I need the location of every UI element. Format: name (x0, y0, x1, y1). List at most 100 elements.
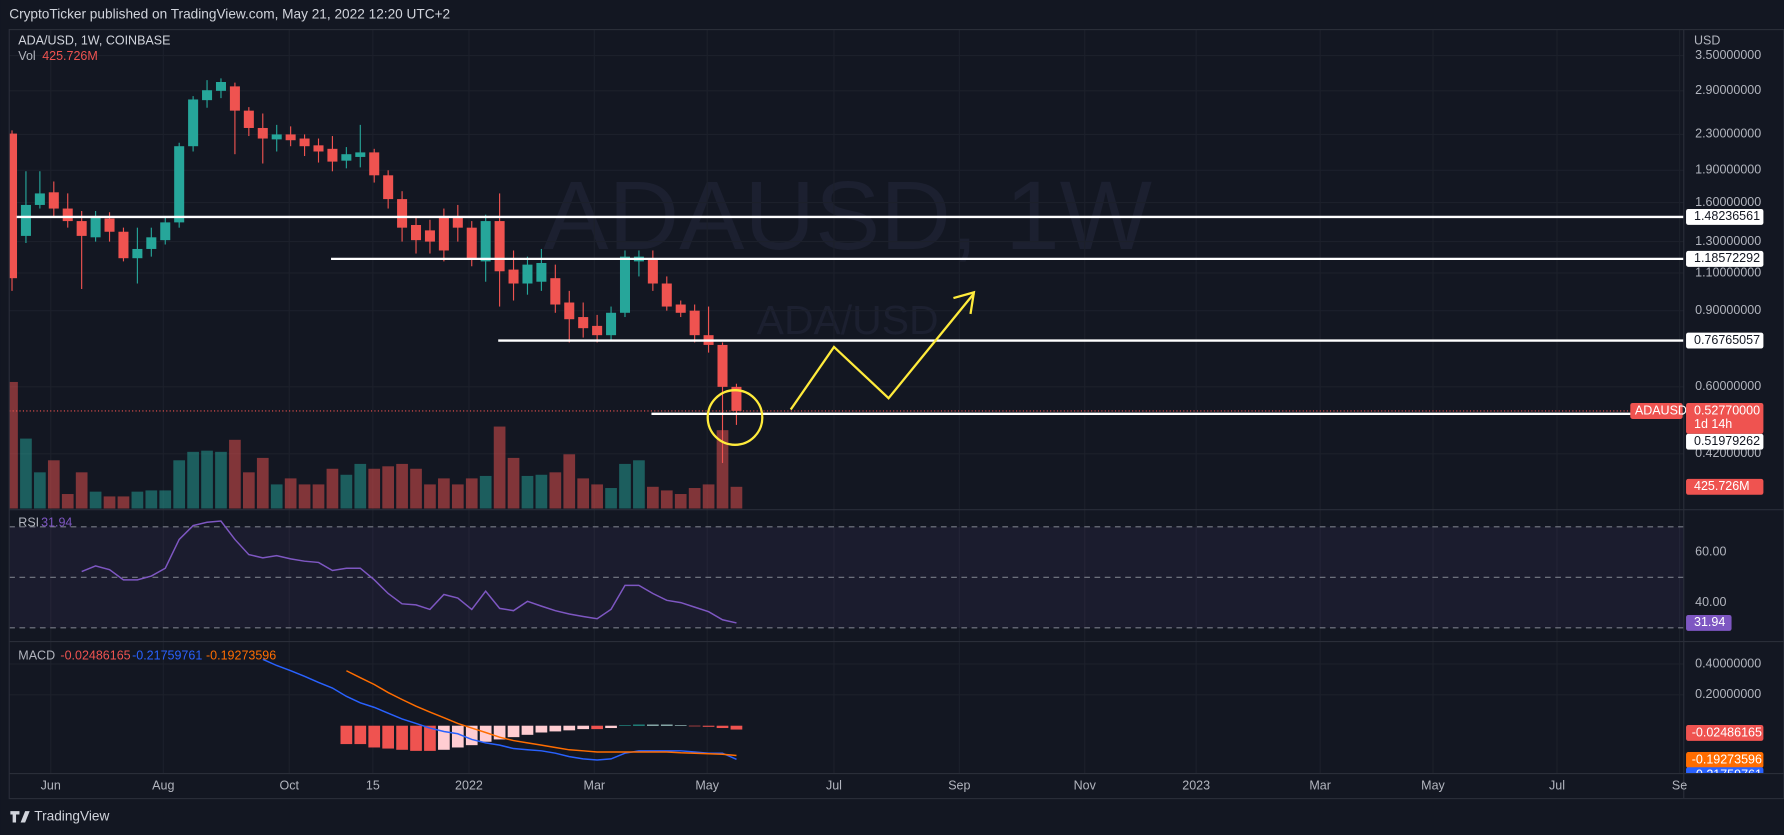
volume-bar (535, 474, 548, 509)
volume-bar (34, 472, 46, 509)
candle-body (243, 110, 254, 128)
candle-body (62, 208, 73, 222)
volume-bar (688, 488, 701, 509)
volume-bar (410, 468, 422, 509)
candle-body (313, 145, 324, 152)
macd-value-label: -0.02486165 (1692, 725, 1762, 739)
candle-body (647, 258, 658, 284)
volume-bar (493, 426, 506, 509)
level-label: 0.51979262 (1694, 434, 1760, 448)
macd-histogram-bar (451, 725, 464, 748)
candle-body (174, 146, 185, 223)
macd-line (262, 658, 737, 761)
x-tick-label: Mar (584, 778, 606, 792)
macd-histogram-bar (507, 725, 520, 738)
macd-histogram-bar (619, 725, 631, 726)
macd-tick-label: 0.40000000 (1695, 656, 1761, 670)
candle-body (160, 222, 171, 241)
price-label: 0.52770000 (1694, 403, 1760, 417)
volume-bar (201, 450, 213, 509)
watermark-sub: ADA/USD (757, 297, 939, 343)
volume-bar (591, 484, 603, 509)
macd-histogram-bar (577, 725, 590, 730)
logo-text: TradingView (34, 808, 109, 823)
candle-body (536, 263, 547, 282)
volume-bar (438, 478, 450, 509)
volume-bar (605, 488, 617, 509)
y-tick-label: 3.50000000 (1695, 48, 1761, 62)
volume-bar (730, 486, 743, 509)
candle-body (619, 256, 631, 313)
macd-histogram-bar (716, 725, 729, 729)
x-tick-label: Mar (1309, 778, 1331, 792)
y-tick-label: 0.60000000 (1695, 379, 1761, 393)
candle-body (90, 215, 101, 238)
macd-histogram-bar (465, 725, 478, 746)
macd-histogram-bar (438, 725, 450, 750)
macd-histogram-bar (535, 725, 548, 733)
candle-body (592, 325, 603, 336)
volume-bar (396, 463, 408, 509)
candle-body (383, 175, 394, 200)
volume-bar (424, 484, 436, 509)
macd-histogram-bar (549, 725, 562, 732)
candle-body (452, 217, 463, 228)
x-tick-label: Jul (1549, 778, 1565, 792)
publisher-line: CryptoTicker published on TradingView.co… (9, 6, 450, 21)
level-label-box (1686, 433, 1764, 450)
y-tick-label: 0.90000000 (1695, 303, 1761, 317)
rsi-box (1686, 614, 1732, 631)
currency-label: USD (1694, 33, 1720, 47)
candle-body (355, 152, 366, 157)
footer-logo: TradingView (10, 808, 109, 823)
candle-body (717, 344, 728, 387)
volume-bar (465, 478, 478, 509)
volume-bar (368, 468, 381, 509)
candle-body (104, 218, 115, 232)
countdown-label: 1d 14h (1694, 417, 1732, 431)
volume-bar (312, 484, 325, 509)
macd-histogram-bar (605, 725, 617, 729)
volume-bar (284, 478, 297, 509)
highlight-circle (706, 389, 764, 446)
volume-bar (131, 491, 144, 509)
macd-histogram-bar (660, 724, 673, 726)
volume-bar (75, 472, 88, 509)
candle-body (48, 192, 59, 209)
rsi-tick-label: 60.00 (1695, 544, 1726, 558)
volume-bar (229, 439, 241, 509)
volume-bar (646, 486, 659, 509)
volume-bar (577, 478, 590, 509)
x-tick-label: May (1421, 778, 1445, 792)
candle-body (202, 90, 213, 101)
volume-bar (382, 466, 395, 509)
candle-body (731, 386, 742, 411)
level-label: 1.18572292 (1694, 251, 1760, 265)
macd-histogram-bar (382, 725, 395, 749)
candle-body (146, 237, 157, 249)
macd-histogram-bar (633, 724, 645, 726)
macd-legend-signal: -0.19273596 (206, 649, 276, 663)
y-tick-label: 0.42000000 (1695, 446, 1761, 460)
macd-histogram-bar (702, 725, 715, 727)
macd-histogram-bar (340, 725, 353, 745)
macd-value-box (1686, 752, 1764, 768)
candle-body (257, 127, 268, 139)
macd-legend-macd: -0.21759761 (132, 649, 202, 663)
candle-body (494, 221, 505, 272)
macd-value-label: -0.21759761 (1692, 768, 1762, 782)
candle-body (188, 99, 199, 147)
x-tick-label: May (695, 778, 719, 792)
candle-body (34, 193, 45, 205)
x-tick-label: Nov (1074, 778, 1097, 792)
macd-histogram-bar (396, 725, 408, 750)
x-tick-label: Jul (826, 778, 842, 792)
macd-histogram-bar (688, 725, 701, 727)
volume-bar (187, 451, 199, 509)
candle-body (229, 86, 240, 111)
candle-body (689, 310, 700, 336)
volume-bar (674, 494, 687, 509)
candle-body (522, 264, 533, 284)
